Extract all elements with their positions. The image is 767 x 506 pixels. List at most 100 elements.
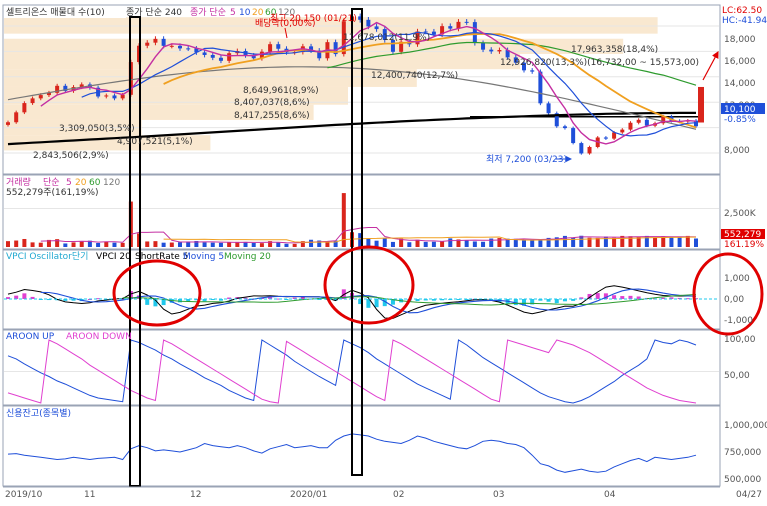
volume-bar: [530, 240, 535, 247]
vpci-histogram-bar: [440, 299, 445, 301]
candle-body: [227, 53, 232, 61]
candle-body: [79, 84, 84, 88]
red-arrow: [702, 50, 719, 81]
candle-body: [169, 45, 174, 47]
volume-bar: [554, 237, 559, 247]
vpci-histogram-bar: [276, 298, 281, 300]
volume-bar: [636, 236, 641, 247]
vpci-histogram-bar: [571, 299, 576, 301]
volume-bar: [538, 239, 543, 247]
vpci-histogram-bar: [390, 299, 395, 305]
volume-bar: [481, 241, 486, 247]
volume-ma-120: 120: [103, 178, 120, 188]
x-label-2020-01: 2020/01: [290, 490, 327, 500]
x-axis: 2019/10 11 12 2020/01 02 03 04 04/27: [3, 486, 762, 500]
candle-body: [309, 46, 314, 51]
volume-bar: [186, 241, 191, 247]
candle-body: [587, 146, 592, 154]
x-label-11: 11: [84, 490, 95, 500]
volume-bar: [30, 242, 35, 247]
vpci-histogram-bar: [603, 293, 608, 299]
vpci-histogram-bar: [636, 296, 641, 299]
price-tick-16000: 16,000: [724, 57, 756, 67]
candle-body: [620, 129, 625, 133]
volume-bar: [333, 240, 338, 247]
volume-bar: [653, 237, 658, 247]
candle-body: [341, 21, 346, 55]
candle-body: [178, 45, 182, 49]
volume-ma-60: 60: [89, 178, 101, 188]
volume-bar: [513, 238, 518, 247]
ma10-line: [81, 31, 697, 137]
candle-body: [30, 98, 35, 104]
volume-bar: [694, 238, 698, 247]
volume-ma-20: 20: [75, 178, 87, 188]
vpci-histogram-bar: [153, 299, 158, 307]
vpci-histogram-bar: [546, 299, 551, 302]
candle-body: [161, 38, 166, 46]
candle-body: [628, 122, 633, 130]
candle-body: [6, 122, 10, 125]
vpci-histogram-bar: [194, 299, 199, 301]
vpci-histogram-bar: [259, 297, 264, 299]
vpci-histogram-bar: [456, 299, 461, 300]
vpci-histogram-bar: [96, 298, 101, 300]
volume-bar: [145, 241, 150, 247]
candle-body: [579, 143, 584, 154]
volume-bar: [407, 242, 412, 247]
volume-bar: [374, 240, 379, 247]
candle-body: [145, 42, 150, 46]
candle-body: [505, 50, 510, 58]
candle-body: [366, 19, 371, 27]
candle-body: [423, 31, 428, 33]
volume-last: 552,279: [724, 230, 761, 240]
vpci-histogram-bar: [63, 299, 68, 301]
volume-bar: [63, 243, 68, 247]
vpci-header: VPCI Oscillator단기 VPCI 20 ShortRate 5 Mo…: [6, 251, 271, 262]
highlight-box-right: [351, 8, 363, 476]
vpci-histogram-bar: [268, 296, 273, 299]
x-label-03: 03: [493, 490, 504, 500]
volume-last-pct: 161.19%: [724, 240, 764, 250]
vpci-histogram-bar: [431, 299, 436, 301]
candle-body: [530, 70, 535, 72]
low-annotation: 최저 7,200 (03/23): [486, 154, 567, 165]
volume-bar: [685, 235, 690, 247]
volume-bar: [562, 235, 567, 247]
candle-body: [456, 21, 461, 29]
volume-bar: [96, 242, 101, 247]
volume-bar: [661, 236, 666, 247]
last-price: 10,100: [724, 105, 756, 115]
volume-bar: [194, 240, 199, 247]
vpci-histogram-bar: [612, 295, 617, 299]
candle-body: [276, 44, 281, 49]
highlight-circle-right: [692, 252, 764, 336]
candle-body: [63, 85, 68, 91]
candle-body: [268, 44, 273, 52]
candle-body: [497, 50, 502, 52]
candle-body: [464, 21, 469, 23]
candle-body: [194, 48, 199, 53]
candle-body: [186, 48, 191, 50]
volume-bar: [579, 235, 584, 247]
candle-body: [513, 57, 518, 63]
volume-bar: [46, 239, 51, 247]
volume-bar: [218, 242, 223, 247]
volume-bar: [669, 236, 674, 247]
volume-bar: [628, 236, 633, 247]
candle-body: [489, 49, 494, 52]
volume-bar: [571, 237, 576, 247]
volume-profile-band-4: [4, 86, 348, 105]
volume-bar: [399, 238, 404, 247]
vpci-histogram-bar: [366, 299, 371, 308]
highlight-box-left: [129, 16, 141, 487]
ma20-line: [163, 32, 697, 129]
vpci-histogram-bar: [587, 293, 592, 299]
vpci-histogram-bar: [178, 299, 182, 303]
ma-period-60: 60: [265, 8, 277, 18]
ma-period-20: 20: [252, 8, 264, 18]
candle-body: [202, 52, 207, 55]
credit-label: 신용잔고(종목별): [6, 408, 71, 419]
ma-period-5: 5: [230, 8, 236, 18]
